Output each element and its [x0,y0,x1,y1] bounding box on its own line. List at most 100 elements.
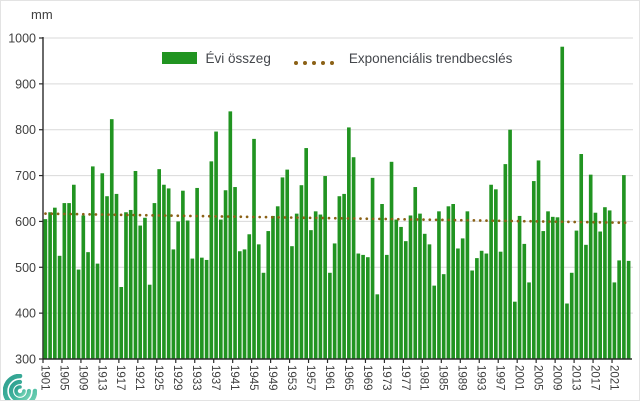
bar-year-2004 [531,181,536,359]
bar-year-1944 [247,234,252,359]
y-tick-label: 300 [15,353,36,367]
bar-year-1929 [176,221,180,359]
x-tick-label-1989: 1989 [456,365,468,391]
bar-year-1989 [460,238,465,359]
bar-year-1966 [351,157,356,359]
legend-series1-label: Évi összeg [205,50,271,66]
bar-year-1937 [214,131,218,359]
bar-year-1953 [290,246,294,359]
x-tick-label-1909: 1909 [76,365,88,391]
bar-year-1972 [380,204,384,359]
bar-year-1912 [95,263,100,359]
bar-year-1938 [219,219,223,359]
bar-year-1908 [76,269,81,359]
bar-year-1984 [437,211,441,359]
bar-year-1916 [114,193,119,359]
x-tick-label-1929: 1929 [171,365,183,391]
legend-series2-label: Exponenciális trendbecslés [348,50,513,66]
bar-year-1943 [242,249,247,359]
bar-year-1928 [171,249,176,359]
bar-year-1913 [100,173,105,359]
x-tick-label-1925: 1925 [152,365,164,391]
bar-year-2023 [622,175,626,359]
bar-year-1940 [228,111,233,360]
bar-year-1957 [309,230,313,359]
x-tick-label-1917: 1917 [114,365,126,391]
bar-year-1936 [209,161,214,359]
bar-year-2017 [593,212,598,359]
bar-year-1914 [105,196,109,359]
x-tick-label-1961: 1961 [323,365,335,391]
y-tick-label: 500 [15,261,36,275]
y-tick-label: 700 [15,169,36,183]
trend-line-dotted [44,212,627,225]
x-tick-label-2013: 2013 [569,365,581,391]
bar-year-1956 [304,148,308,359]
bar-year-1945 [252,138,256,359]
bar-year-1999 [508,129,512,359]
bar-year-1988 [456,248,460,359]
x-tick-label-1913: 1913 [95,365,107,391]
bar-year-1960 [323,176,327,359]
x-tick-label-1973: 1973 [380,365,392,391]
bar-year-1973 [384,254,389,359]
bars-annual-precipitation [43,46,631,360]
bar-year-2008 [550,216,555,359]
bar-year-1902 [48,212,52,359]
legend-bar-swatch [161,52,197,64]
bar-year-1918 [124,212,128,359]
bar-year-1927 [166,188,171,359]
x-tick-label-1933: 1933 [190,365,202,391]
watermark-swirl-logo [3,374,37,400]
bar-year-2021 [612,282,617,359]
bar-year-1963 [337,196,342,359]
x-tick-label-1985: 1985 [437,365,449,391]
bar-year-1970 [370,177,375,359]
bar-year-1922 [143,217,147,359]
bar-year-1965 [347,127,351,359]
bar-year-1968 [361,254,365,359]
x-tick-label-1921: 1921 [133,365,145,391]
bar-year-1985 [441,274,446,359]
bar-year-2012 [569,272,574,359]
bar-year-1986 [446,206,451,359]
bar-year-1992 [475,258,479,359]
bar-year-1974 [389,161,394,359]
bar-year-1950 [275,206,280,359]
bar-year-2019 [603,207,607,359]
bar-year-1951 [280,177,285,359]
bar-year-1995 [489,184,493,359]
bar-year-1976 [399,226,403,359]
x-tick-label-1953: 1953 [285,365,297,391]
bar-year-1931 [185,220,190,359]
x-tick-label-2017: 2017 [588,365,600,391]
bar-year-1909 [81,215,86,359]
bar-year-1906 [67,203,71,359]
bar-year-2014 [579,154,584,359]
bar-year-1915 [109,119,114,359]
bar-year-1941 [233,187,237,359]
x-tick-label-2009: 2009 [551,365,563,391]
x-tick-label-1949: 1949 [266,365,278,391]
bar-year-1952 [285,169,290,359]
bar-year-1948 [266,231,271,359]
bar-year-1939 [223,190,228,359]
bar-year-1978 [408,215,413,359]
bar-year-1932 [190,258,195,359]
x-tick-label-2005: 2005 [532,365,544,391]
bar-year-1991 [470,270,474,359]
bar-year-1962 [332,243,337,359]
bar-year-1903 [53,207,57,359]
bar-year-1905 [62,203,67,359]
bar-year-1917 [119,287,124,359]
bar-year-1993 [479,250,484,359]
bar-year-1942 [237,251,242,359]
x-tick-label-1901: 1901 [38,365,50,391]
bar-year-1969 [366,257,370,359]
bar-year-2015 [584,244,588,359]
bar-year-1949 [271,215,275,359]
bar-year-1907 [72,184,76,359]
x-tick-label-1941: 1941 [228,365,240,391]
bar-year-2003 [527,282,531,359]
bar-year-2005 [536,160,541,359]
